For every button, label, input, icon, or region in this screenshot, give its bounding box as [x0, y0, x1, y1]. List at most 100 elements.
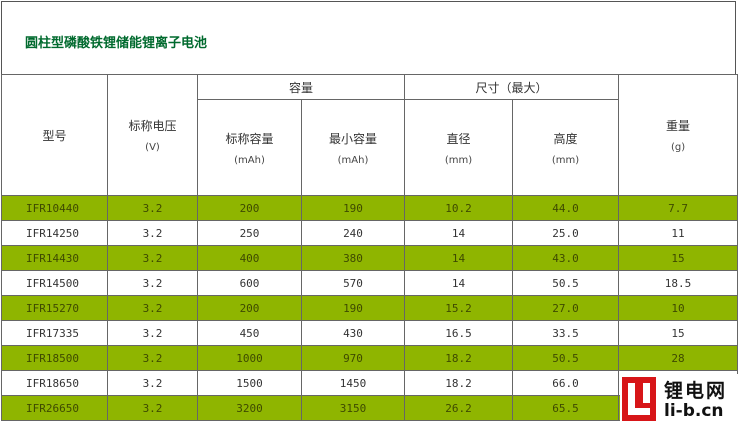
cell-model: IFR14430 [1, 245, 108, 271]
cell-voltage: 3.2 [107, 320, 198, 346]
cell-min-capacity: 970 [300, 345, 406, 371]
cell-diameter: 14 [404, 270, 514, 296]
cell-voltage: 3.2 [107, 295, 198, 321]
cell-height: 43.0 [512, 245, 620, 271]
header-min-capacity-unit: (mAh) [337, 154, 369, 166]
cell-model: IFR18500 [1, 345, 108, 371]
cell-diameter: 15.2 [404, 295, 514, 321]
cell-height: 44.0 [512, 195, 620, 221]
table-row: IFR10440 3.2 200 190 10.2 44.0 7.7 [1, 195, 738, 221]
table-row: IFR14500 3.2 600 570 14 50.5 18.5 [1, 270, 738, 296]
cell-model: IFR15270 [1, 295, 108, 321]
table-row: IFR18500 3.2 1000 970 18.2 50.5 28 [1, 345, 738, 371]
cell-voltage: 3.2 [107, 270, 198, 296]
cell-diameter: 26.2 [404, 395, 514, 421]
table-row: IFR17335 3.2 450 430 16.5 33.5 15 [1, 320, 738, 346]
cell-height: 33.5 [512, 320, 620, 346]
cell-height: 25.0 [512, 220, 620, 246]
header-model: 型号 [1, 74, 108, 196]
cell-voltage: 3.2 [107, 245, 198, 271]
li-logo-icon [622, 377, 656, 421]
page-title: 圆柱型磷酸铁锂储能锂离子电池 [25, 36, 208, 51]
table-row: IFR14250 3.2 250 240 14 25.0 11 [1, 220, 738, 246]
header-capacity-group: 容量 [196, 74, 406, 100]
cell-model: IFR10440 [1, 195, 108, 221]
cell-diameter: 16.5 [404, 320, 514, 346]
cell-min-capacity: 190 [300, 295, 406, 321]
cell-voltage: 3.2 [107, 195, 198, 221]
cell-nominal-capacity: 1500 [197, 370, 302, 396]
cell-min-capacity: 3150 [300, 395, 406, 421]
table-row: IFR15270 3.2 200 190 15.2 27.0 10 [1, 295, 738, 321]
table-row: IFR14430 3.2 400 380 14 43.0 15 [1, 245, 738, 271]
cell-voltage: 3.2 [107, 395, 198, 421]
cell-nominal-capacity: 200 [197, 295, 302, 321]
header-weight: 重量 (g) [618, 74, 738, 196]
cell-nominal-capacity: 200 [197, 195, 302, 221]
cell-nominal-capacity: 1000 [197, 345, 302, 371]
cell-nominal-capacity: 600 [197, 270, 302, 296]
cell-min-capacity: 430 [300, 320, 406, 346]
cell-voltage: 3.2 [107, 370, 198, 396]
header-min-capacity: 最小容量 (mAh) [300, 99, 406, 196]
watermark-en: li-b.cn [664, 401, 724, 421]
cell-min-capacity: 1450 [300, 370, 406, 396]
cell-voltage: 3.2 [107, 220, 198, 246]
watermark-cn: 锂电网 [664, 380, 728, 402]
header-nominal-capacity-label: 标称容量 [225, 131, 274, 146]
cell-model: IFR14250 [1, 220, 108, 246]
header-voltage-label: 标称电压 [128, 119, 177, 133]
cell-height: 66.0 [512, 370, 620, 396]
cell-diameter: 14 [404, 245, 514, 271]
header-diameter: 直径 (mm) [404, 99, 514, 196]
cell-height: 50.5 [512, 270, 620, 296]
cell-voltage: 3.2 [107, 345, 198, 371]
cell-height: 27.0 [512, 295, 620, 321]
header-diameter-unit: (mm) [444, 154, 473, 166]
cell-diameter: 14 [404, 220, 514, 246]
header-weight-unit: (g) [670, 142, 686, 153]
cell-model: IFR18650 [1, 370, 108, 396]
cell-height: 50.5 [512, 345, 620, 371]
watermark-logo: 锂电网 li-b.cn [620, 374, 738, 423]
header-size-group: 尺寸（最大） [404, 74, 620, 100]
cell-weight: 11 [618, 220, 738, 246]
cell-min-capacity: 380 [300, 245, 406, 271]
header-height-unit: (mm) [551, 154, 580, 166]
header-height: 高度 (mm) [512, 99, 620, 196]
header-min-capacity-label: 最小容量 [329, 131, 378, 146]
header-nominal-capacity: 标称容量 (mAh) [197, 99, 302, 196]
cell-nominal-capacity: 3200 [197, 395, 302, 421]
header-diameter-label: 直径 [446, 131, 471, 146]
cell-nominal-capacity: 450 [197, 320, 302, 346]
spec-table: 型号 标称电压 (V) 容量 尺寸（最大） 重量 (g) [1, 74, 738, 421]
header-voltage: 标称电压 (V) [107, 74, 198, 196]
cell-diameter: 18.2 [404, 370, 514, 396]
cell-nominal-capacity: 400 [197, 245, 302, 271]
cell-weight: 7.7 [618, 195, 738, 221]
header-model-label: 型号 [42, 128, 67, 143]
cell-min-capacity: 570 [300, 270, 406, 296]
cell-diameter: 18.2 [404, 345, 514, 371]
header-height-label: 高度 [553, 131, 578, 146]
cell-min-capacity: 240 [300, 220, 406, 246]
cell-diameter: 10.2 [404, 195, 514, 221]
cell-weight: 10 [618, 295, 738, 321]
header-nominal-capacity-unit: (mAh) [234, 154, 265, 166]
header-size-group-label: 尺寸（最大） [475, 80, 548, 95]
header-capacity-group-label: 容量 [289, 80, 314, 95]
cell-weight: 28 [618, 345, 738, 371]
cell-weight: 15 [618, 245, 738, 271]
title-row: 圆柱型磷酸铁锂储能锂离子电池 [1, 1, 736, 74]
cell-height: 65.5 [512, 395, 620, 421]
cell-model: IFR26650 [1, 395, 108, 421]
cell-weight: 18.5 [618, 270, 738, 296]
cell-model: IFR14500 [1, 270, 108, 296]
header-voltage-unit: (V) [145, 142, 160, 153]
cell-min-capacity: 190 [300, 195, 406, 221]
cell-model: IFR17335 [1, 320, 108, 346]
cell-weight: 15 [618, 320, 738, 346]
cell-nominal-capacity: 250 [197, 220, 302, 246]
header-weight-label: 重量 [666, 119, 691, 133]
